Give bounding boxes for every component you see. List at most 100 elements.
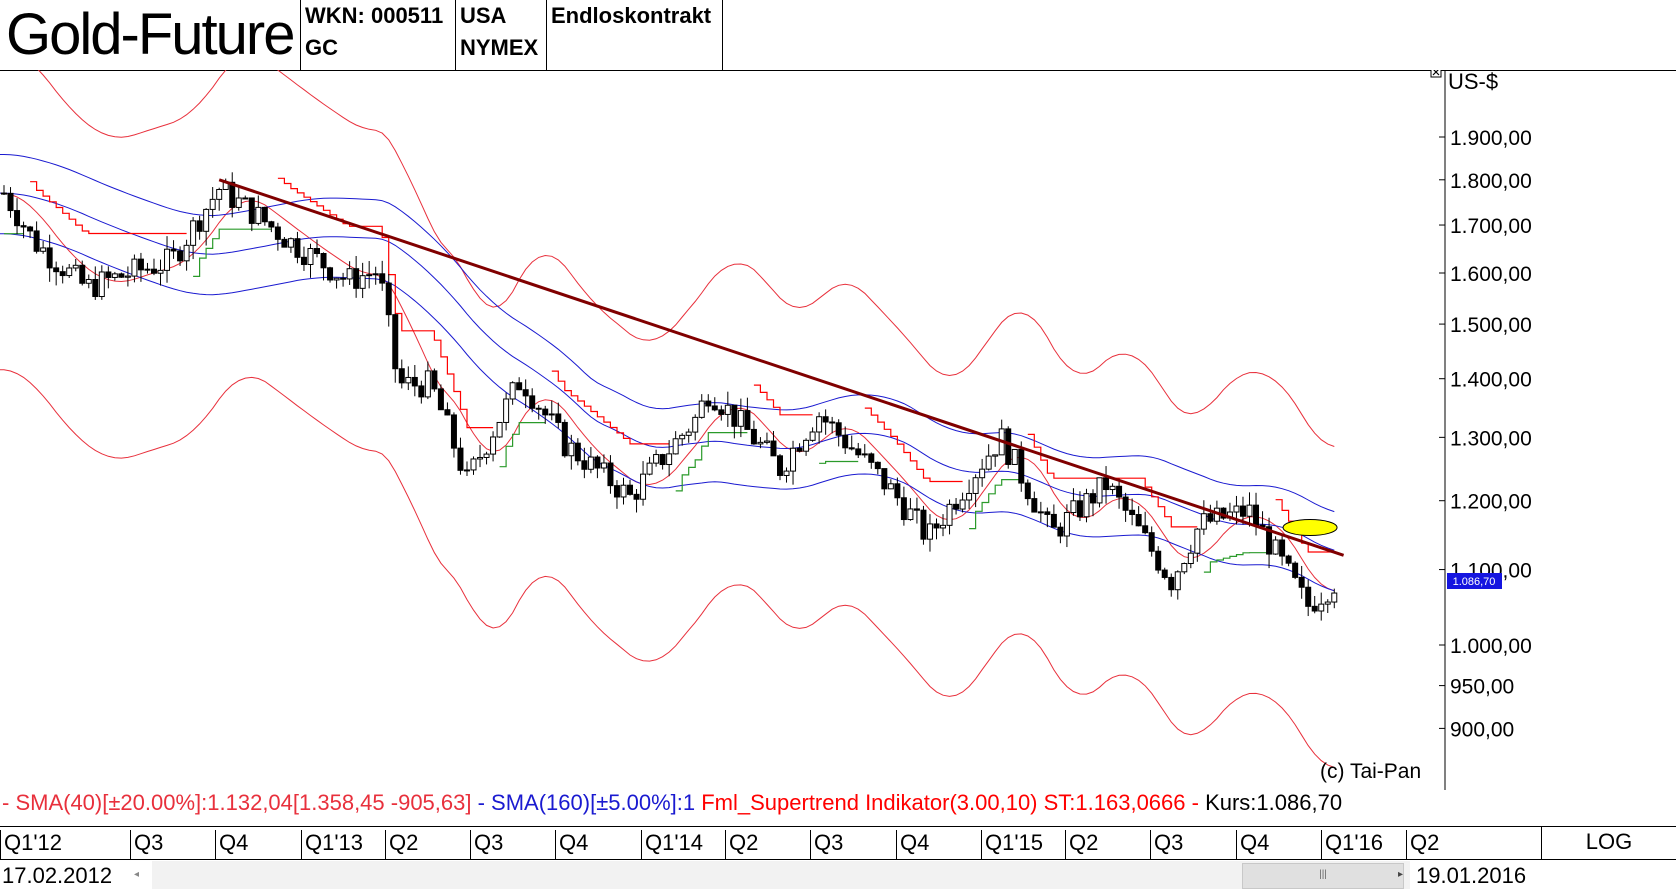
candle-down [1298,576,1305,588]
candle [803,438,810,456]
candle-down [268,221,275,228]
candle-down [894,483,901,499]
candle [848,435,855,451]
candle-down [1024,482,1031,500]
candle-up [1037,511,1044,514]
candle-down [248,197,255,224]
candle [535,404,542,420]
scroll-thumb[interactable]: ||| [1242,863,1404,889]
candle-down [431,370,438,390]
candle [692,414,699,441]
candle [255,195,262,226]
candle [633,488,640,513]
candle-up [763,440,770,443]
candle [1129,498,1136,526]
country-label: USA [460,3,507,28]
instrument-title: Gold-Future [6,2,295,67]
quarter-label: Q1'16 [1321,830,1383,859]
candle-up [157,269,164,274]
candle-up [124,275,131,278]
candle-up [85,279,92,284]
sma160-line [0,192,1335,551]
candle [1103,466,1110,504]
candle [907,498,914,521]
candle [157,259,164,286]
candle [790,440,797,485]
candle [431,368,438,392]
candle [1324,599,1331,614]
candle-down [881,468,888,490]
candle-down [1239,505,1246,517]
candle [1200,500,1207,535]
candle [1044,507,1051,528]
candle [979,458,986,487]
candle-down [1076,500,1083,518]
supertrend-support-line [969,479,1022,530]
scroll-left-icon[interactable]: ◂ [134,869,140,880]
candle-up [483,453,490,458]
candle [372,266,379,285]
candle-up [757,441,764,445]
candle [666,440,673,477]
candle [861,444,868,458]
candle-down [340,277,347,280]
supertrend-resistance-line [864,407,963,483]
candle [164,236,171,283]
candle-down [1279,539,1286,557]
candle [881,468,888,496]
candle [874,461,881,475]
candle [1116,478,1123,509]
candle-down [829,421,836,424]
candle [750,420,757,445]
candle-down [1057,526,1064,537]
candle-down [196,220,203,232]
candle [20,221,27,239]
sma160-lower-band [0,233,1335,592]
candle-down [607,462,614,487]
candle-up [620,484,627,498]
chart-overlays [218,178,1345,557]
scroll-track[interactable]: ||| [152,861,1410,889]
candle-down [750,428,757,445]
close-icon[interactable] [1430,70,1442,78]
candle-up [405,376,412,384]
candle [953,498,960,515]
quarter-label: Q4 [555,830,588,859]
candle-down [574,442,581,462]
candle-down [1089,493,1096,504]
candle-up [568,442,575,457]
candle [1279,536,1286,566]
candle-down [855,448,862,456]
candle [672,431,679,455]
log-scale-button[interactable]: LOG [1541,827,1676,859]
scroll-right-icon[interactable]: ▸ [1398,869,1404,880]
candle-down [1050,513,1057,528]
candle-up [490,436,497,455]
candle-down [177,250,184,262]
candle [992,454,999,467]
candle-down [659,454,666,466]
candle-up [803,439,810,452]
candle-down [59,271,66,277]
candle [1246,492,1253,527]
candle [685,428,692,443]
candle [1272,536,1279,555]
price-chart[interactable]: US-$ 1.900,00 1.800,00 1.700,00 1.600,00 1.5… [0,70,1676,790]
candle-up [40,247,47,252]
quarter-label: Q2 [725,830,758,859]
candle-up [926,523,933,540]
candle-down [137,258,144,271]
candle [783,467,790,483]
candle [1063,504,1070,548]
candle-down [1135,514,1142,527]
y-tick-label: 1.700,00 [1450,215,1532,238]
supertrend-resistance-line [551,370,670,445]
quarter-label: Q1'12 [0,830,62,859]
candle [1005,426,1012,469]
candle-down [1311,605,1318,612]
candle [627,479,634,496]
candle [1292,561,1299,580]
candle-up [1109,485,1116,491]
candle-up [477,456,484,460]
candle [274,222,281,251]
